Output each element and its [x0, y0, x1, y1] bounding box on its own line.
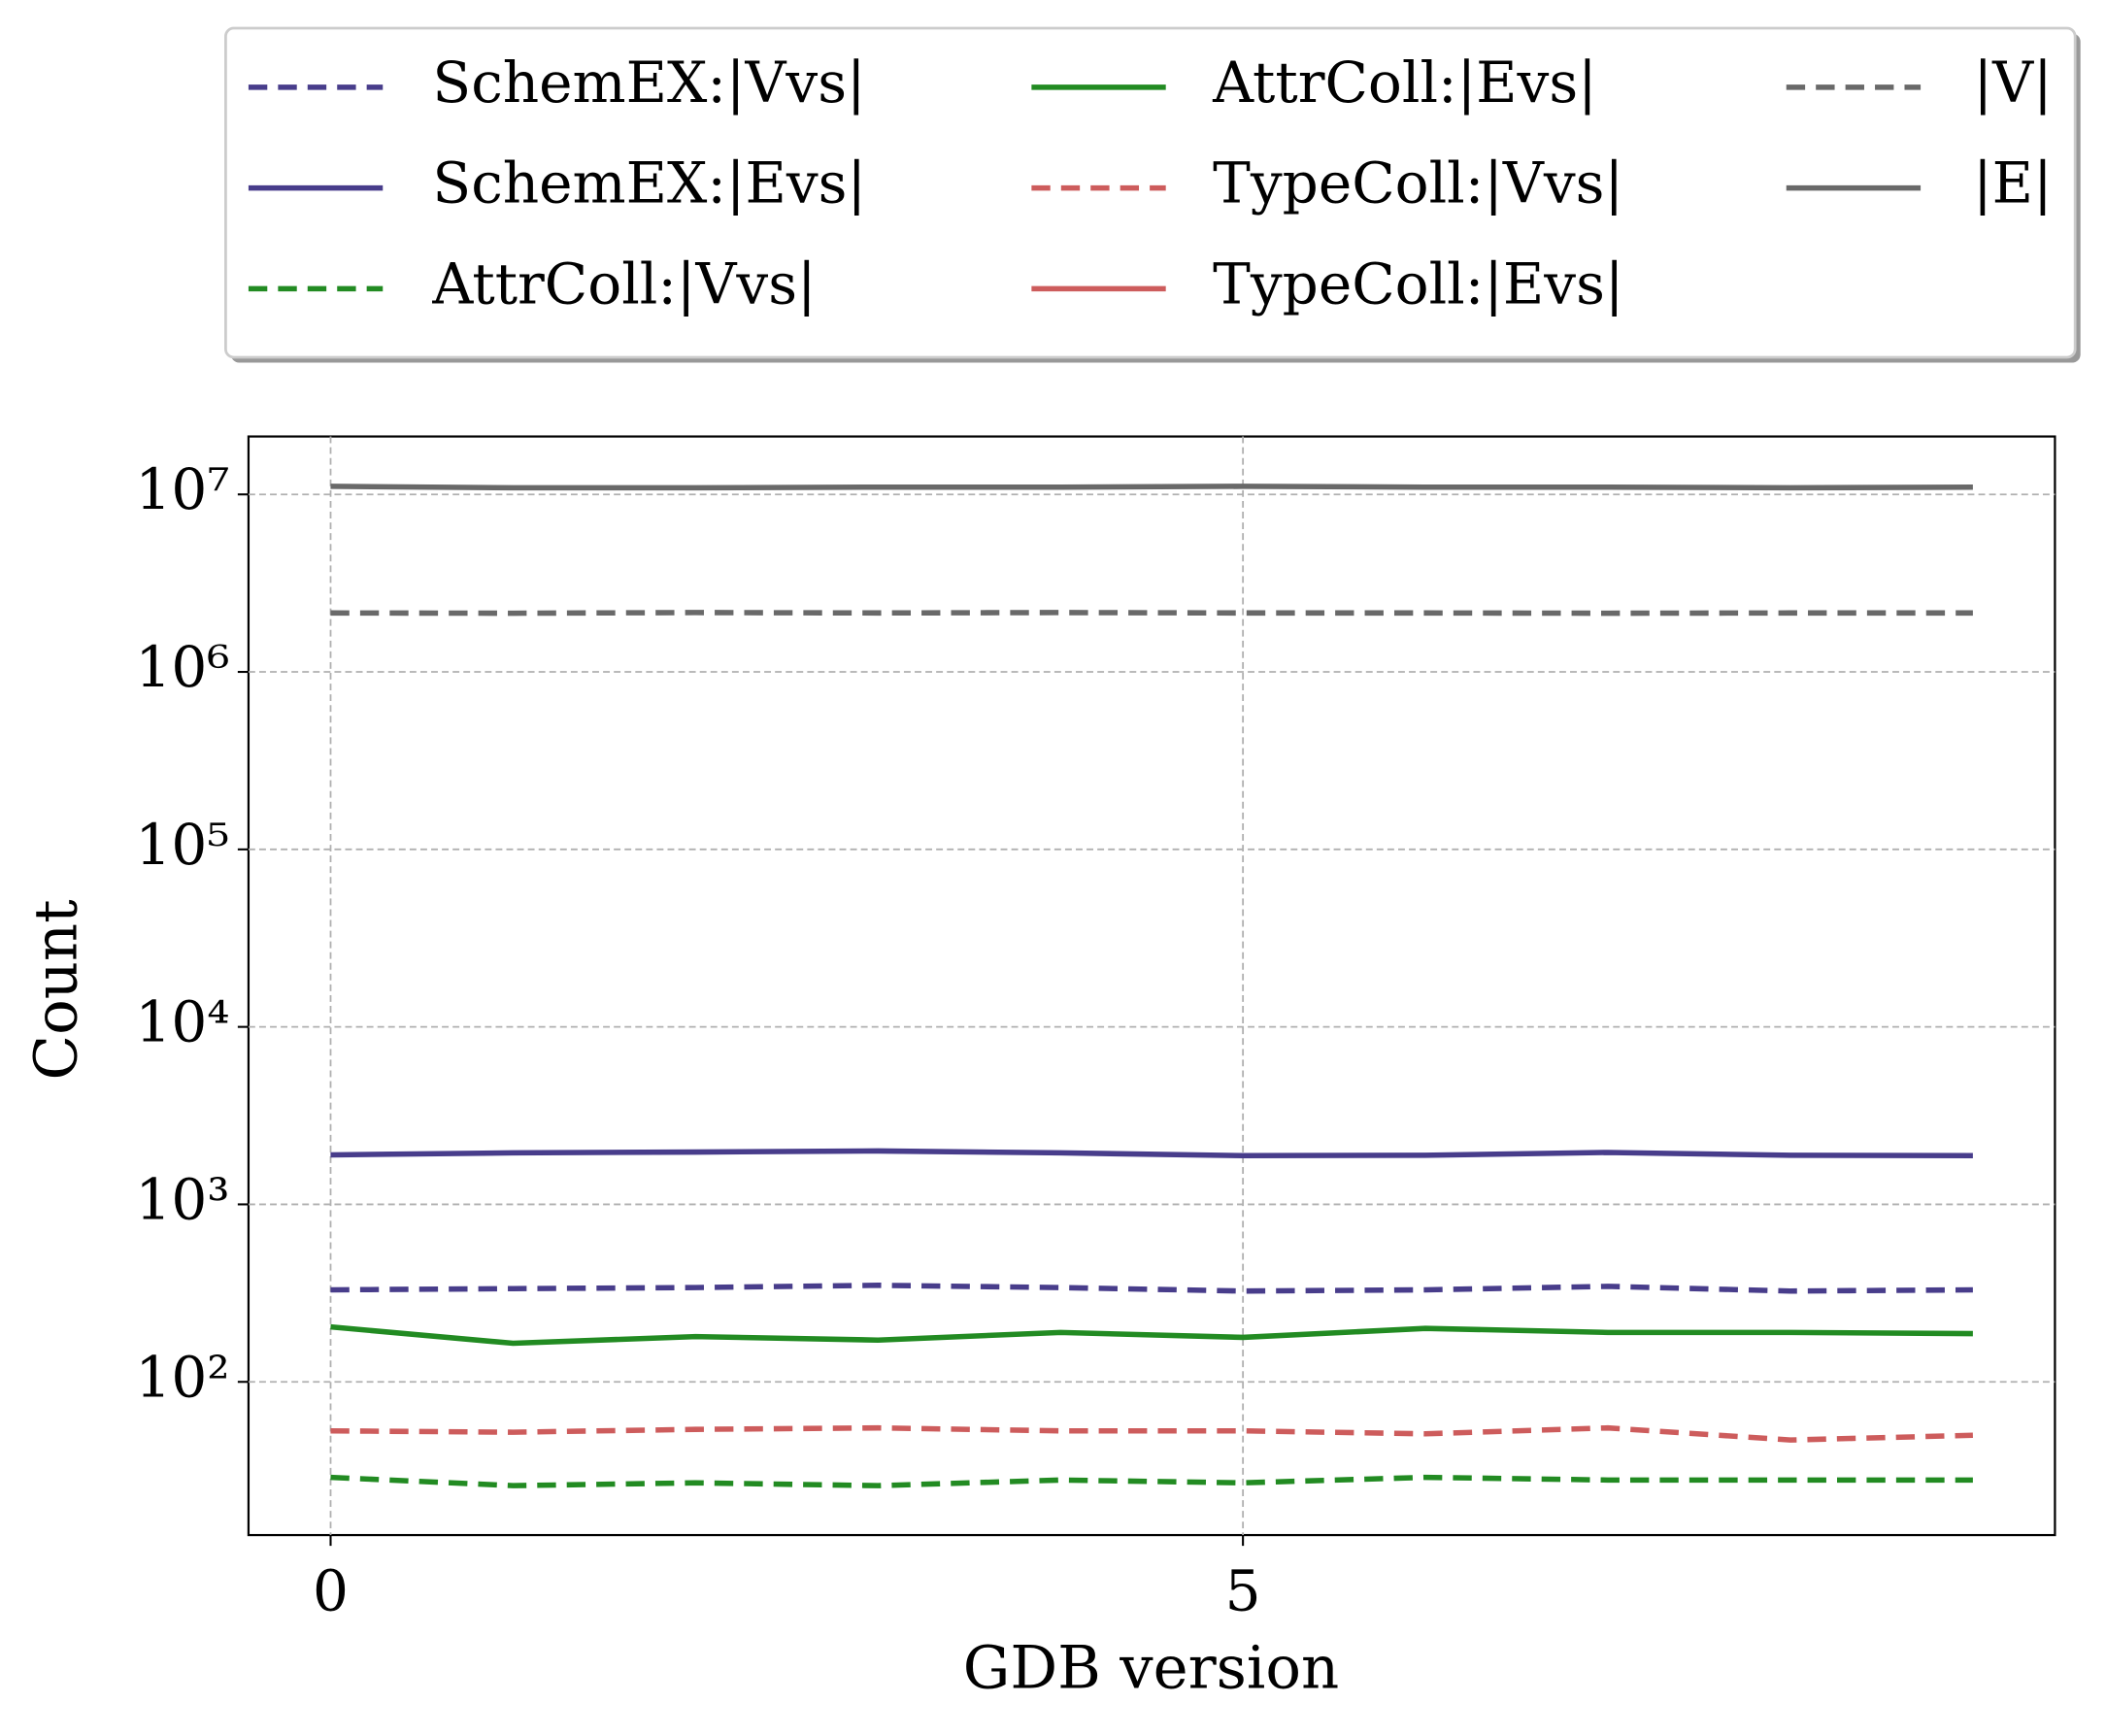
plot-frame — [247, 435, 2056, 1537]
legend-label: TypeColl:|Evs| — [1213, 250, 1623, 317]
y-tick-label: 10² — [135, 1344, 229, 1410]
series-line — [330, 1323, 1973, 1347]
y-tick-label: 10³ — [135, 1166, 229, 1232]
legend-label: SchemEX:|Evs| — [432, 150, 866, 217]
y-tick-label: 10⁵ — [135, 812, 229, 878]
legend-label: |E| — [1973, 150, 2053, 217]
series-line — [330, 1283, 1973, 1294]
series-line — [330, 610, 1973, 617]
y-axis-label: Count — [22, 899, 90, 1080]
legend-label: SchemEX:|Vvs| — [432, 50, 865, 116]
series-line — [330, 1148, 1973, 1159]
y-tick-label: 10⁷ — [135, 456, 229, 522]
x-axis-label: GDB version — [963, 1634, 1340, 1702]
legend-frame — [224, 26, 2077, 359]
series-line — [330, 484, 1973, 491]
x-tick-label: 5 — [1225, 1557, 1261, 1623]
x-tick-label: 0 — [313, 1557, 349, 1623]
legend-label: |V| — [1974, 50, 2053, 116]
legend-label: AttrColl:|Evs| — [1212, 50, 1597, 116]
y-tick-label: 10⁶ — [135, 634, 229, 700]
legend-label: TypeColl:|Vvs| — [1213, 150, 1623, 217]
series-line — [330, 1474, 1973, 1488]
y-tick-label: 10⁴ — [135, 989, 229, 1055]
series-line — [330, 1424, 1973, 1443]
legend-label: AttrColl:|Vvs| — [431, 250, 816, 317]
